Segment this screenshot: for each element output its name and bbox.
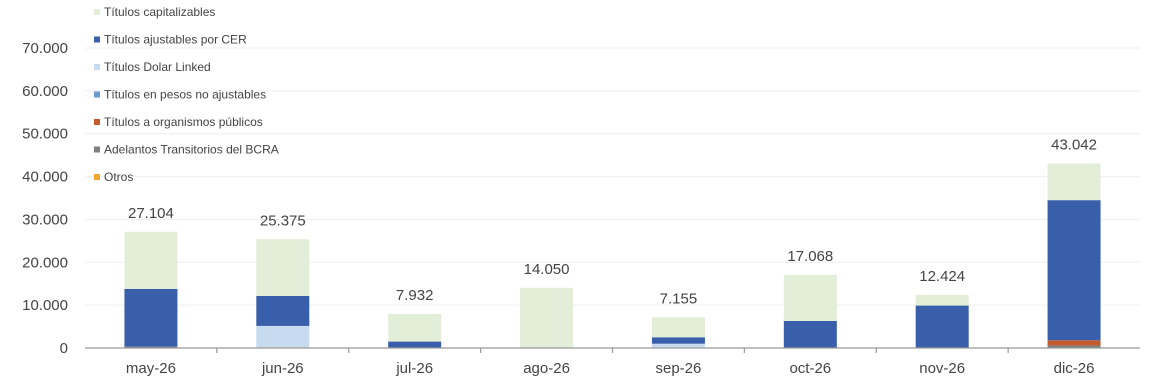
legend-swatch xyxy=(94,146,100,153)
bar-stack: 17.068 xyxy=(783,248,837,348)
bar-total-label: 43.042 xyxy=(1051,137,1097,154)
bar-segment xyxy=(651,337,705,344)
bar-stack: 14.050 xyxy=(520,261,574,348)
y-tick-label: 30.000 xyxy=(22,211,68,228)
bar-segment xyxy=(124,231,178,289)
bar-segment xyxy=(520,287,574,348)
bar-segment xyxy=(1047,345,1101,348)
legend-label: Títulos ajustables por CER xyxy=(104,33,247,47)
legend-label: Adelantos Transitorios del BCRA xyxy=(104,143,279,157)
y-tick-label: 10.000 xyxy=(22,297,68,314)
bar-segment xyxy=(388,341,442,348)
bar-stack: 27.104 xyxy=(124,205,178,348)
legend-swatch xyxy=(94,119,100,125)
bar-segment xyxy=(783,321,837,348)
bar-segment xyxy=(1047,200,1101,341)
bar-segment xyxy=(1047,163,1101,201)
y-tick-label: 60.000 xyxy=(22,83,68,100)
bar-segment xyxy=(651,343,705,348)
legend-swatch xyxy=(94,36,100,43)
bar-total-label: 12.424 xyxy=(919,268,965,285)
y-tick-label: 70.000 xyxy=(22,40,68,57)
bar-segment xyxy=(915,305,969,348)
bar-stack: 12.424 xyxy=(915,268,969,348)
y-tick-label: 0 xyxy=(60,340,68,357)
bar-stack: 7.932 xyxy=(388,287,442,348)
legend-item: Títulos capitalizables xyxy=(94,5,215,19)
legend-label: Títulos en pesos no ajustables xyxy=(104,88,266,102)
y-tick-label: 20.000 xyxy=(22,254,68,271)
legend-item: Adelantos Transitorios del BCRA xyxy=(94,143,279,157)
x-tick-label: nov-26 xyxy=(919,360,965,377)
legend-label: Otros xyxy=(104,170,133,184)
legend-label: Títulos Dolar Linked xyxy=(104,60,211,74)
bar-segment xyxy=(256,325,310,348)
x-tick-label: may-26 xyxy=(126,360,176,377)
legend-label: Títulos a organismos públicos xyxy=(104,115,263,129)
legend-item: Títulos Dolar Linked xyxy=(94,60,211,74)
x-tick-label: sep-26 xyxy=(656,360,702,377)
bar-segment xyxy=(256,295,310,326)
bars: 27.104 25.375 7.932 14.050 7.155 17.068 12.424… xyxy=(124,137,1101,348)
legend-swatch xyxy=(94,9,100,15)
axes: 0 10.000 20.000 30.000 40.000 50.000 60.000 70.… xyxy=(22,40,1140,377)
legend-swatch xyxy=(94,64,100,70)
legend-swatch xyxy=(94,91,100,98)
bar-segment xyxy=(124,288,178,347)
x-tick-label: jun-26 xyxy=(261,360,304,377)
bar-segment xyxy=(124,346,178,348)
legend-label: Títulos capitalizables xyxy=(104,5,215,19)
y-tick-label: 50.000 xyxy=(22,126,68,143)
bar-stack: 43.042 xyxy=(1047,137,1101,348)
legend-swatch xyxy=(94,174,100,180)
bar-stack: 25.375 xyxy=(256,212,310,348)
x-tick-label: dic-26 xyxy=(1054,360,1095,377)
x-tick-label: oct-26 xyxy=(789,360,831,377)
x-tick-label: ago-26 xyxy=(523,360,570,377)
y-tick-label: 40.000 xyxy=(22,169,68,186)
bar-segment xyxy=(915,294,969,306)
bar-stack: 7.155 xyxy=(651,290,705,348)
bar-total-label: 7.932 xyxy=(396,287,434,304)
bar-segment xyxy=(256,239,310,296)
bar-total-label: 17.068 xyxy=(787,248,833,265)
legend-item: Otros xyxy=(94,170,133,184)
bar-segment xyxy=(388,314,442,342)
legend: Títulos capitalizables Títulos ajustables… xyxy=(94,5,279,184)
legend-item: Títulos a organismos públicos xyxy=(94,115,263,129)
bar-total-label: 7.155 xyxy=(660,290,698,307)
bar-total-label: 25.375 xyxy=(260,212,306,229)
x-tick-label: jul-26 xyxy=(395,360,433,377)
legend-item: Títulos ajustables por CER xyxy=(94,33,247,47)
bar-segment xyxy=(783,274,837,321)
bar-segment xyxy=(1047,340,1101,346)
legend-item: Títulos en pesos no ajustables xyxy=(94,88,266,102)
bar-total-label: 14.050 xyxy=(524,261,570,278)
bar-total-label: 27.104 xyxy=(128,205,174,222)
bar-segment xyxy=(651,317,705,338)
